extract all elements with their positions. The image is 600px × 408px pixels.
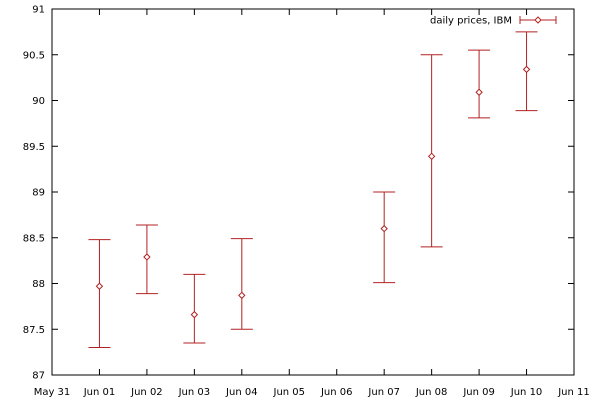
error-bar <box>468 49 491 119</box>
error-bar <box>420 54 443 248</box>
y-tick-label: 89.5 <box>23 142 45 153</box>
data-point <box>475 88 483 96</box>
legend-marker <box>534 16 542 24</box>
y-tick-label: 90 <box>32 96 45 107</box>
x-tick-label: Jun 11 <box>557 387 590 398</box>
legend-label: daily prices, IBM <box>430 16 512 27</box>
x-tick-label: Jun 08 <box>415 387 448 398</box>
data-point <box>190 310 199 319</box>
x-tick-label: Jun 10 <box>510 387 543 398</box>
x-tick-label: Jun 06 <box>320 387 353 398</box>
x-tick-label: Jun 07 <box>367 387 400 398</box>
y-tick-label: 90.5 <box>23 50 45 61</box>
error-bar <box>373 191 396 284</box>
error-bar <box>230 238 253 330</box>
data-point <box>95 282 104 290</box>
data-point <box>380 224 388 233</box>
x-tick-label: Jun 09 <box>462 387 495 398</box>
x-tick-label: Jun 04 <box>225 387 258 398</box>
y-axis: 87 87.5 88 88.5 89 89.5 90 90.5 91 <box>23 5 574 382</box>
data-point <box>522 65 531 74</box>
y-tick-label: 87 <box>32 371 45 382</box>
x-tick-label: Jun 02 <box>130 387 163 398</box>
x-tick-label: May 31 <box>34 387 71 398</box>
series-daily-prices <box>88 31 538 349</box>
error-bar <box>183 273 206 344</box>
y-tick-label: 91 <box>32 5 45 16</box>
error-bar <box>515 31 538 112</box>
x-tick-label: Jun 05 <box>273 387 306 398</box>
data-point <box>143 253 151 261</box>
y-tick-label: 88 <box>32 279 45 290</box>
y-tick-label: 88.5 <box>23 233 45 244</box>
error-bar <box>88 239 111 349</box>
data-point <box>238 291 246 300</box>
x-axis: May 31 Jun 01 Jun 02 Jun 03 Jun 04 Jun 05 Jun … <box>34 9 590 398</box>
plot-area <box>51 8 575 376</box>
x-tick-label: Jun 01 <box>83 387 116 398</box>
legend: daily prices, IBM <box>430 16 557 27</box>
y-tick-label: 89 <box>32 188 45 199</box>
y-tick-label: 87.5 <box>23 325 45 336</box>
data-point <box>427 152 436 161</box>
error-bar <box>135 224 158 295</box>
legend-sample <box>519 16 557 24</box>
x-tick-label: Jun 03 <box>178 387 211 398</box>
